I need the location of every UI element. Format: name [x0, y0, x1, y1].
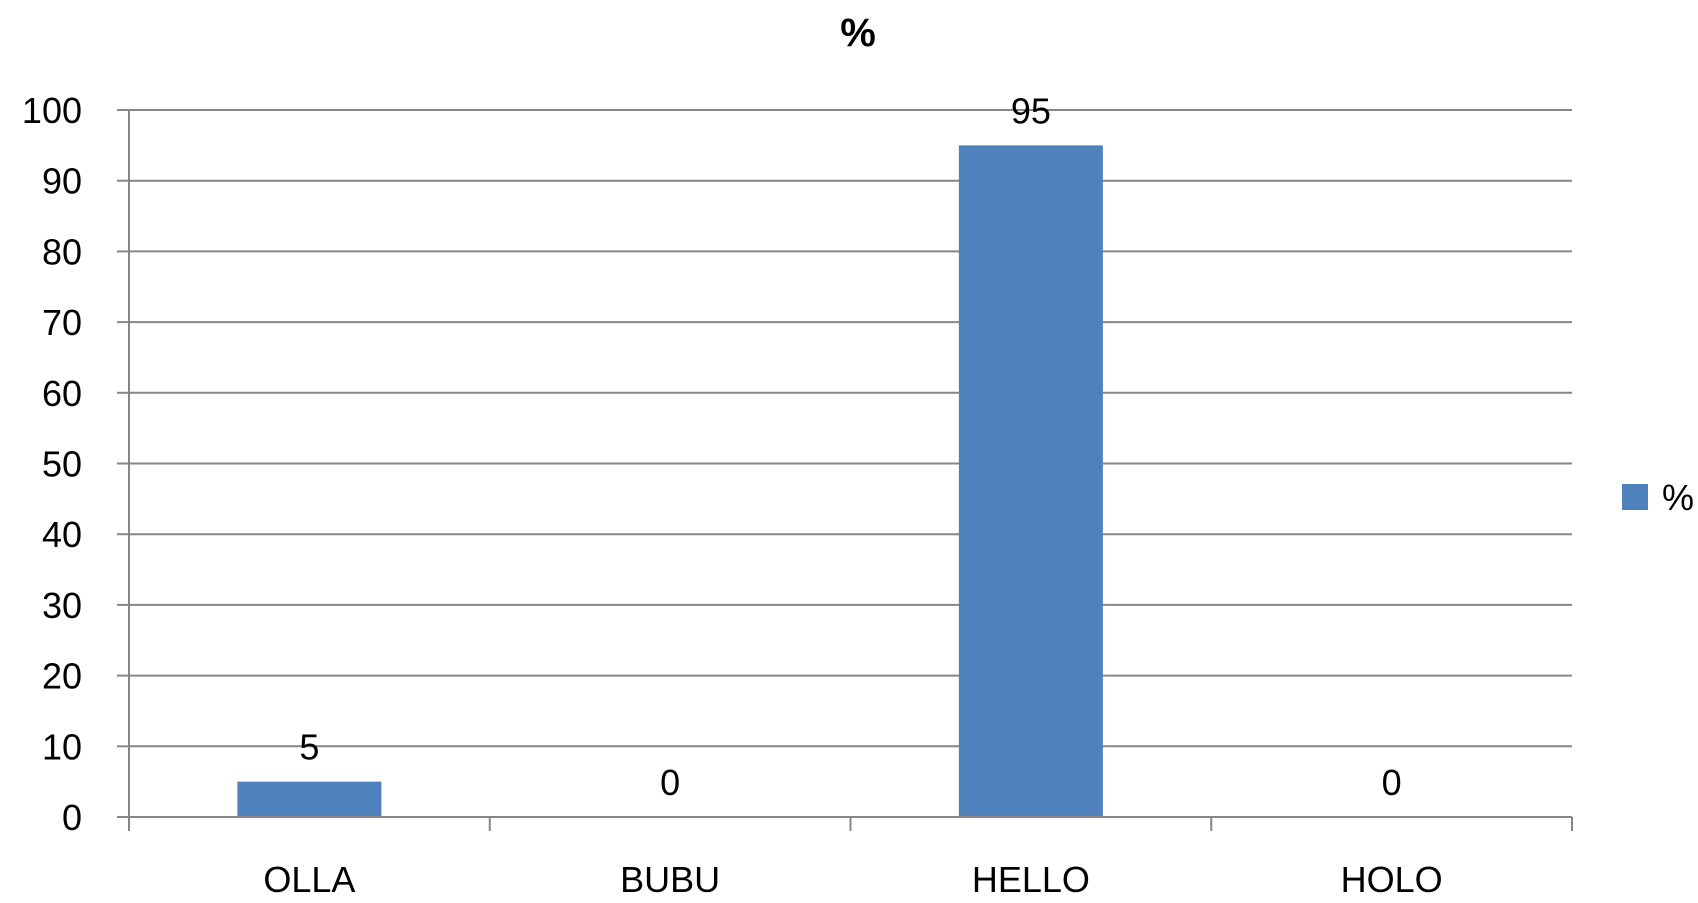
legend: % — [1622, 477, 1694, 518]
bar — [958, 145, 1103, 818]
data-label: 0 — [660, 762, 680, 803]
y-tick-label: 100 — [22, 90, 82, 131]
y-tick-label: 80 — [42, 231, 82, 272]
y-tick-label: 90 — [42, 161, 82, 202]
x-tick-label: HOLO — [1341, 859, 1443, 898]
data-label: 0 — [1382, 762, 1402, 803]
x-tick-label: OLLA — [263, 859, 355, 898]
y-tick-label: 30 — [42, 585, 82, 626]
data-label: 5 — [299, 727, 319, 768]
data-labels: 5 0 95 0 — [299, 90, 1401, 803]
data-label: 95 — [1011, 90, 1051, 131]
gridlines — [129, 109, 1572, 748]
y-tick-label: 40 — [42, 514, 82, 555]
y-tick-labels: 0 10 20 30 40 50 60 70 80 90 100 — [22, 90, 82, 838]
x-tick-labels: OLLA BUBU HELLO HOLO — [263, 859, 1443, 900]
y-tick-label: 0 — [62, 797, 82, 838]
y-tick-label: 10 — [42, 726, 82, 767]
legend-swatch — [1622, 484, 1648, 510]
y-tick-label: 70 — [42, 302, 82, 343]
chart-title: % — [840, 11, 876, 55]
bars — [237, 145, 1103, 818]
y-tick-label: 20 — [42, 656, 82, 697]
x-tick-label: HELLO — [972, 859, 1090, 898]
y-tick-label: 60 — [42, 373, 82, 414]
bar — [237, 781, 382, 817]
legend-label: % — [1662, 477, 1694, 518]
axes — [117, 109, 1573, 831]
x-tick-label: BUBU — [620, 859, 720, 898]
y-tick-label: 50 — [42, 444, 82, 485]
